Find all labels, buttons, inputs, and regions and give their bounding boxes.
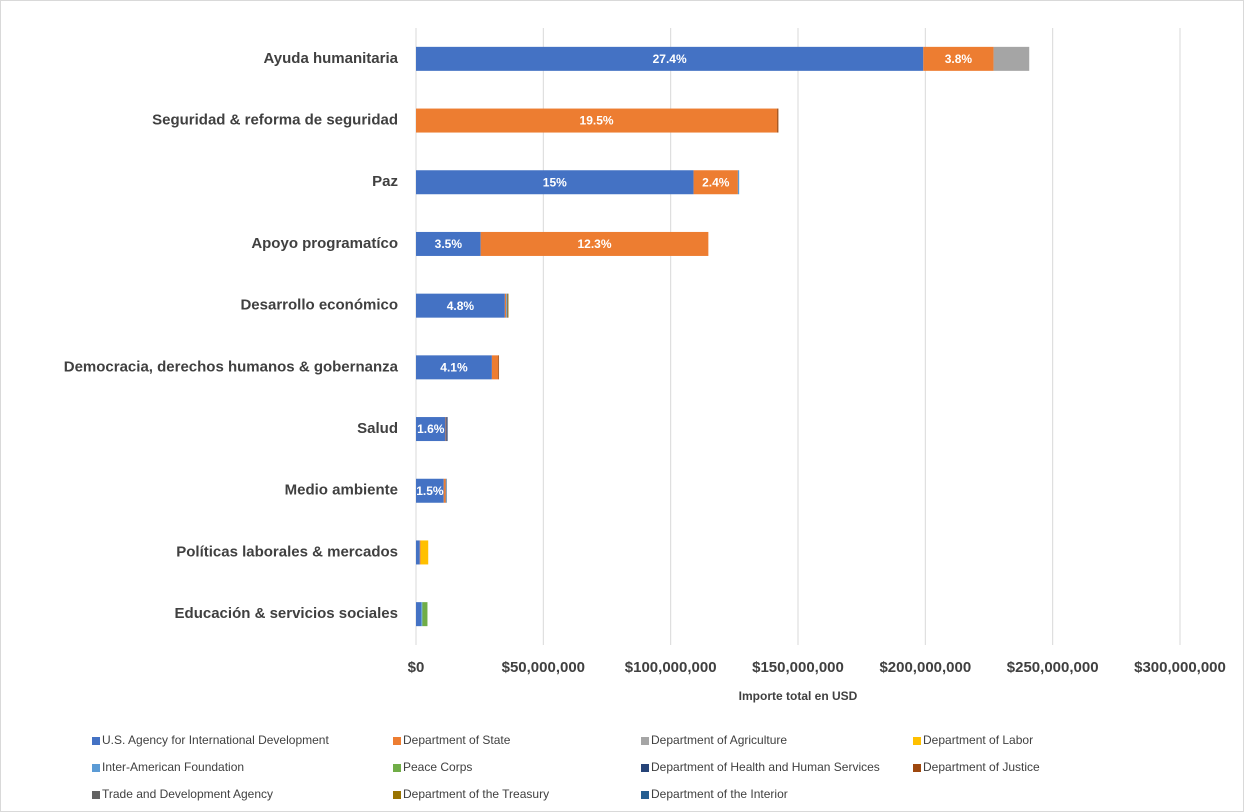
bar-segment: [416, 355, 492, 380]
x-tick-label: $100,000,000: [625, 659, 717, 676]
legend-swatch: [641, 764, 649, 772]
bar-segment: [446, 417, 448, 442]
bar-segment: [504, 293, 507, 318]
legend-swatch: [393, 737, 401, 745]
legend-swatch: [641, 791, 649, 799]
bar-segment: [416, 540, 420, 565]
data-label: 27.4%: [653, 52, 687, 66]
data-label: 1.6%: [417, 422, 445, 436]
bar-segment: [498, 355, 500, 380]
bar-segment: [416, 602, 422, 627]
legend-label: Trade and Development Agency: [102, 787, 273, 801]
bar-segment: [416, 417, 446, 442]
bar-segment: [693, 170, 738, 195]
legend-swatch: [913, 737, 921, 745]
bar-segment: [491, 355, 499, 380]
category-label: Ayuda humanitaria: [264, 50, 399, 67]
bar-segment: [416, 46, 924, 71]
x-tick-label: $250,000,000: [1007, 659, 1099, 676]
bar-segment: [480, 231, 709, 256]
category-label: Apoyo programatíco: [251, 235, 398, 252]
data-label: 2.4%: [702, 175, 730, 189]
legend-swatch: [641, 737, 649, 745]
bar-segment: [993, 46, 1030, 71]
category-label: Paz: [372, 173, 398, 190]
legend-swatch: [913, 764, 921, 772]
data-label: 3.5%: [435, 237, 463, 251]
data-label: 19.5%: [580, 114, 614, 128]
bar-segment: [420, 540, 429, 565]
bar-segment: [416, 231, 481, 256]
x-tick-label: $200,000,000: [879, 659, 971, 676]
legend-label: Department of Agriculture: [651, 733, 787, 747]
bar-segment: [445, 478, 447, 503]
x-tick-label: $0: [408, 659, 425, 676]
data-label: 4.8%: [447, 299, 475, 313]
category-label: Seguridad & reforma de seguridad: [152, 112, 398, 129]
x-tick-label: $50,000,000: [502, 659, 585, 676]
data-label: 4.1%: [440, 361, 468, 375]
data-label: 1.5%: [416, 484, 444, 498]
legend-label: Peace Corps: [403, 760, 472, 774]
bar-segment: [737, 170, 740, 195]
bar-segment: [419, 540, 421, 565]
bar-segment: [416, 478, 444, 503]
bar-segment: [445, 417, 447, 442]
x-tick-label: $300,000,000: [1134, 659, 1226, 676]
legend-label: Department of the Treasury: [403, 787, 549, 801]
category-label: Políticas laborales & mercados: [176, 543, 398, 560]
legend-label: Inter-American Foundation: [102, 760, 244, 774]
bar-segment: [506, 293, 508, 318]
legend-label: U.S. Agency for International Developmen…: [102, 733, 329, 747]
x-tick-label: $150,000,000: [752, 659, 844, 676]
legend-label: Department of Labor: [923, 733, 1033, 747]
legend-label: Department of Health and Human Services: [651, 760, 880, 774]
bar-segment: [507, 293, 509, 318]
bar-segment: [506, 293, 507, 318]
data-label: 3.8%: [945, 52, 973, 66]
legend-label: Department of the Interior: [651, 787, 788, 801]
legend-swatch: [92, 791, 100, 799]
category-label: Democracia, derechos humanos & gobernanz…: [64, 358, 399, 375]
bar-segment: [443, 478, 446, 503]
bar-segment: [421, 602, 423, 627]
bar-segment: [422, 602, 428, 627]
category-label: Salud: [357, 420, 398, 437]
bar-segment: [416, 108, 778, 133]
data-label: 15%: [543, 175, 567, 189]
legend-label: Department of State: [403, 733, 511, 747]
data-label: 12.3%: [578, 237, 612, 251]
legend-label: Department of Justice: [923, 760, 1040, 774]
category-label: Medio ambiente: [285, 482, 398, 499]
bar-segment: [416, 293, 505, 318]
x-axis-title: Importe total en USD: [739, 689, 858, 703]
bar-segment: [923, 46, 994, 71]
legend-swatch: [393, 764, 401, 772]
category-label: Educación & servicios sociales: [175, 605, 398, 622]
bar-segment: [777, 108, 779, 133]
legend-swatch: [92, 764, 100, 772]
bar-segment: [416, 170, 694, 195]
legend-swatch: [92, 737, 100, 745]
legend-swatch: [393, 791, 401, 799]
category-label: Desarrollo económico: [240, 297, 398, 314]
